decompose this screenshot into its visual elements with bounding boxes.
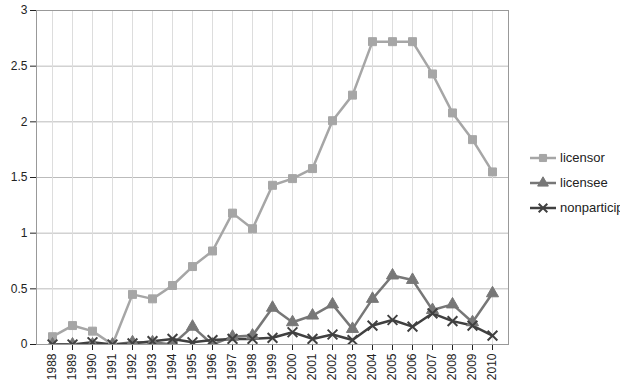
svg-text:2001: 2001 [305, 353, 319, 380]
svg-text:1994: 1994 [165, 353, 179, 380]
svg-text:2006: 2006 [405, 353, 419, 380]
svg-text:2005: 2005 [385, 353, 399, 380]
svg-text:1989: 1989 [65, 353, 79, 380]
svg-text:1991: 1991 [105, 353, 119, 380]
svg-text:2000: 2000 [285, 353, 299, 380]
svg-text:2: 2 [21, 115, 28, 129]
svg-text:1: 1 [21, 226, 28, 240]
svg-text:1.5: 1.5 [11, 170, 28, 184]
svg-text:2002: 2002 [325, 353, 339, 380]
svg-text:1990: 1990 [85, 353, 99, 380]
svg-text:3: 3 [21, 3, 28, 17]
svg-text:1995: 1995 [185, 353, 199, 380]
svg-text:1996: 1996 [205, 353, 219, 380]
svg-text:1999: 1999 [265, 353, 279, 380]
svg-text:2009: 2009 [465, 353, 479, 380]
svg-text:1992: 1992 [125, 353, 139, 380]
html-text:licensee: licensee [560, 175, 608, 190]
svg-text:2010: 2010 [485, 353, 499, 380]
svg-text:1998: 1998 [245, 353, 259, 380]
svg-text:2.5: 2.5 [11, 59, 28, 73]
svg-text:1997: 1997 [225, 353, 239, 380]
html-text:licensor: licensor [560, 150, 605, 165]
svg-text:2007: 2007 [425, 353, 439, 380]
svg-text:2008: 2008 [445, 353, 459, 380]
svg-text:2003: 2003 [345, 353, 359, 380]
svg-text:1988: 1988 [45, 353, 59, 380]
svg-text:2004: 2004 [365, 353, 379, 380]
svg-text:0: 0 [21, 337, 28, 351]
svg-text:1993: 1993 [145, 353, 159, 380]
svg-text:0.5: 0.5 [11, 282, 28, 296]
